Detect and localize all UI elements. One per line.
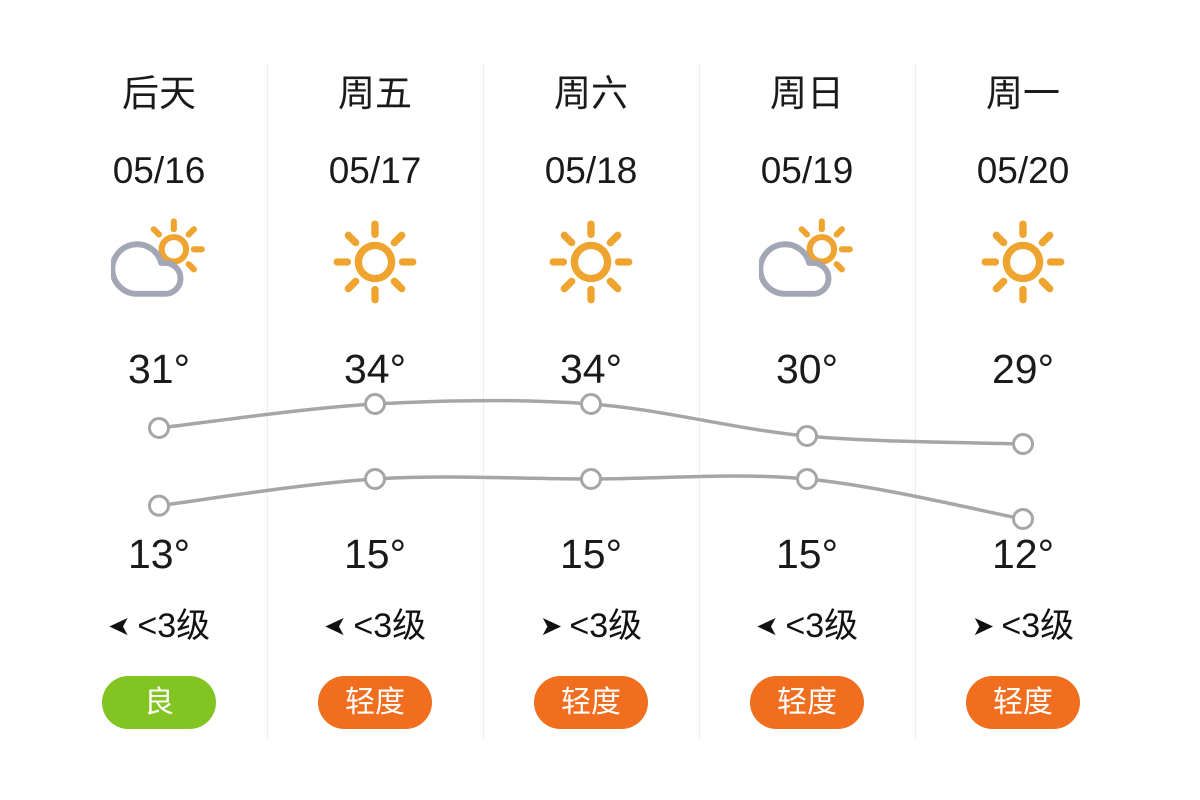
weather-icon-row — [483, 214, 699, 310]
aqi-badge: 轻度 — [750, 676, 864, 729]
wind-level-label: <3级 — [569, 607, 643, 645]
forecast-column[interactable]: 周六 05/18 34° 15° — [483, 0, 699, 800]
sun-icon — [333, 220, 417, 304]
aqi-badge-row: 轻度 — [483, 676, 699, 729]
day-label: 周一 — [986, 73, 1060, 114]
low-temperature: 15° — [559, 531, 622, 577]
date-label: 05/17 — [328, 150, 422, 191]
sun-icon — [981, 220, 1065, 304]
low-temperature: 15° — [775, 531, 838, 577]
weather-icon-row — [51, 214, 267, 310]
wind-direction-icon: ➤ — [971, 610, 995, 641]
wind-info: ➤ <3级 — [915, 606, 1131, 646]
wind-direction-icon: ➤ — [323, 610, 347, 641]
wind-direction-icon: ➤ — [539, 610, 563, 641]
day-label: 后天 — [122, 73, 196, 114]
date-label: 05/18 — [544, 150, 638, 191]
high-temperature: 31° — [127, 346, 190, 392]
aqi-badge: 轻度 — [534, 676, 648, 729]
wind-level-label: <3级 — [1001, 607, 1075, 645]
forecast-column[interactable]: 周五 05/17 34° 15° — [267, 0, 483, 800]
forecast-column[interactable]: 后天 05/16 31° 13° ➤ — [51, 0, 267, 800]
date-label: 05/16 — [112, 150, 206, 191]
wind-info: ➤ <3级 — [51, 606, 267, 646]
wind-info: ➤ <3级 — [699, 606, 915, 646]
wind-level-label: <3级 — [353, 607, 427, 645]
wind-direction-icon: ➤ — [755, 610, 779, 641]
sun-icon — [549, 220, 633, 304]
wind-level-label: <3级 — [785, 607, 859, 645]
day-label: 周六 — [554, 73, 628, 114]
aqi-badge-row: 良 — [51, 676, 267, 729]
low-temperature: 12° — [991, 531, 1054, 577]
weather-icon-row — [267, 214, 483, 310]
aqi-badge-row: 轻度 — [699, 676, 915, 729]
forecast-columns: 后天 05/16 31° 13° ➤ — [51, 0, 1131, 800]
high-temperature: 34° — [559, 346, 622, 392]
aqi-badge-row: 轻度 — [915, 676, 1131, 729]
aqi-badge: 轻度 — [318, 676, 432, 729]
forecast-column[interactable]: 周一 05/20 29° 12° — [915, 0, 1131, 800]
wind-info: ➤ <3级 — [483, 606, 699, 646]
partly-cloudy-icon — [759, 218, 853, 297]
high-temperature: 34° — [343, 346, 406, 392]
date-label: 05/19 — [760, 150, 854, 191]
low-temperature: 15° — [343, 531, 406, 577]
weather-icon-row — [915, 214, 1131, 310]
aqi-badge: 良 — [102, 676, 216, 729]
day-label: 周五 — [338, 73, 412, 114]
wind-level-label: <3级 — [137, 607, 211, 645]
aqi-badge-row: 轻度 — [267, 676, 483, 729]
high-temperature: 29° — [991, 346, 1054, 392]
low-temperature: 13° — [127, 531, 190, 577]
partly-cloudy-icon — [111, 218, 205, 297]
day-label: 周日 — [770, 73, 844, 114]
aqi-badge: 轻度 — [966, 676, 1080, 729]
high-temperature: 30° — [775, 346, 838, 392]
date-label: 05/20 — [976, 150, 1070, 191]
wind-direction-icon: ➤ — [107, 610, 131, 641]
wind-info: ➤ <3级 — [267, 606, 483, 646]
weather-icon-row — [699, 214, 915, 310]
forecast-column[interactable]: 周日 05/19 30° 15° ➤ — [699, 0, 915, 800]
